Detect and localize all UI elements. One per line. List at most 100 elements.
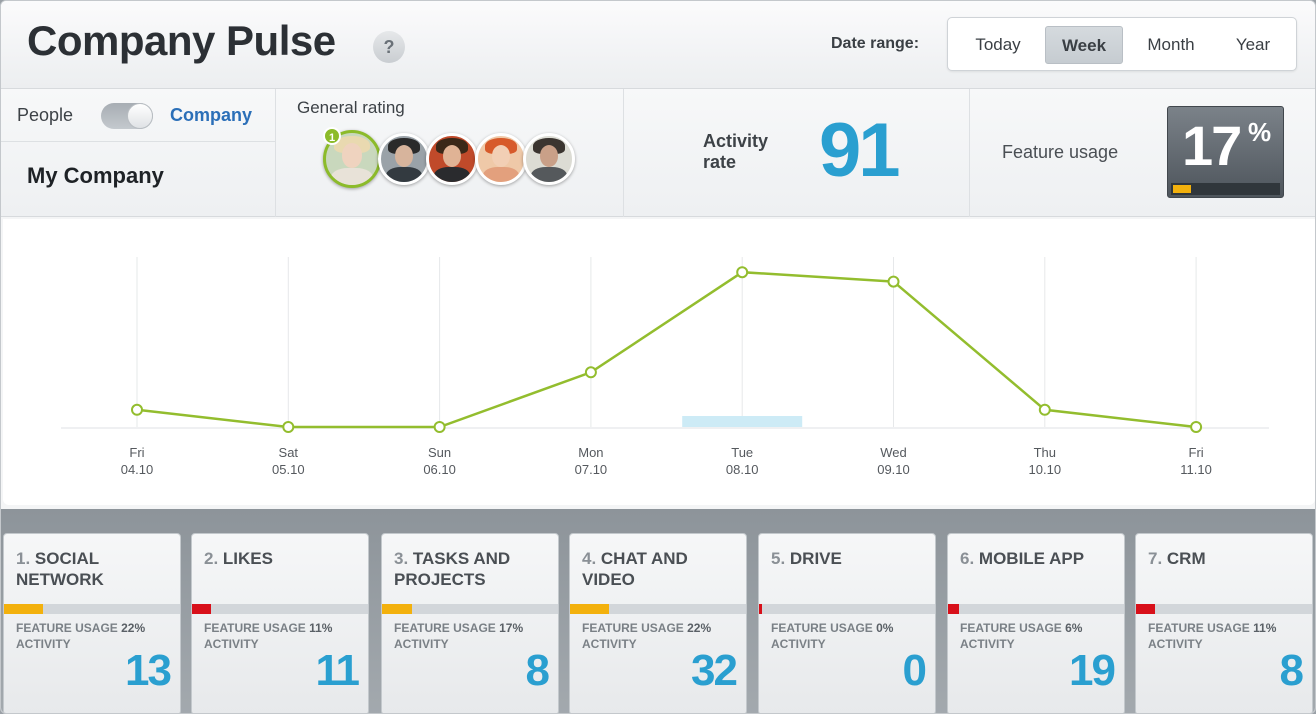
tile-title-text: Tasks and Projects <box>394 549 511 589</box>
tile-usage-track <box>1136 604 1312 614</box>
toggle-knob <box>127 103 153 129</box>
avatar[interactable] <box>378 133 430 185</box>
tile-usage-value: 17% <box>499 621 524 635</box>
tile-usage-value: 22% <box>121 621 146 635</box>
x-tick-date-label: 10.10 <box>1029 462 1062 477</box>
tile-usage-track <box>382 604 558 614</box>
rank-badge: 1 <box>323 127 341 145</box>
tile-title: 7. CRM <box>1148 548 1308 569</box>
x-tick-day-label: Sun <box>428 445 451 460</box>
range-month-button[interactable]: Month <box>1147 35 1195 54</box>
data-point <box>736 266 749 279</box>
tile-feature-usage: Feature usage 6% <box>960 621 1083 635</box>
data-point <box>1038 403 1051 416</box>
tile-title: 4. Chat and Video <box>582 548 742 590</box>
tile-usage-track <box>570 604 746 614</box>
tile-usage-fill <box>382 604 412 614</box>
avatar[interactable] <box>475 133 527 185</box>
tile-usage-value: 6% <box>1065 621 1083 635</box>
feature-usage-value: 17 <box>1182 114 1242 177</box>
tile-feature-usage: Feature usage 17% <box>394 621 524 635</box>
feature-usage-label: Feature usage <box>1002 142 1119 162</box>
tile-rank: 6. <box>960 549 979 568</box>
activity-series-line <box>136 270 1197 429</box>
stats-row: People Company My Company General rating <box>1 89 1315 217</box>
tile-title: 2. Likes <box>204 548 364 569</box>
tile-meta: Feature usage 22% Activity <box>16 620 145 652</box>
feature-tile[interactable]: 6. Mobile App Feature usage 6% Activity 19 <box>947 533 1125 713</box>
avatar[interactable] <box>323 130 381 188</box>
tile-usage-fill <box>948 604 959 614</box>
tile-rank: 1. <box>16 549 35 568</box>
data-point <box>131 403 143 416</box>
activity-rate-value: 91 <box>819 108 901 193</box>
tile-meta: Feature usage 0% Activity <box>771 620 893 652</box>
avatar[interactable] <box>426 133 478 185</box>
tile-title: 1. Social Network <box>16 548 176 590</box>
tile-usage-track <box>759 604 935 614</box>
tile-rank: 5. <box>771 549 790 568</box>
tile-meta: Feature usage 22% Activity <box>582 620 711 652</box>
tile-activity-value: 11 <box>315 646 359 695</box>
tile-title: 5. Drive <box>771 548 931 569</box>
x-tick-date-label: 04.10 <box>121 462 154 477</box>
tile-activity-label: Activity <box>204 637 259 651</box>
data-point <box>887 275 900 288</box>
page-title: Company Pulse <box>27 17 336 64</box>
range-today-button[interactable]: Today <box>975 35 1021 54</box>
feature-tile[interactable]: 5. Drive Feature usage 0% Activity 0 <box>758 533 936 713</box>
selected-day-highlight <box>682 416 803 427</box>
divider <box>1 141 275 142</box>
people-label[interactable]: People <box>17 105 74 125</box>
tile-activity-label: Activity <box>394 637 449 651</box>
x-tick-date-label: 09.10 <box>877 462 910 477</box>
data-point <box>584 366 597 379</box>
general-rating-label: General rating <box>297 98 405 117</box>
tile-rank: 4. <box>582 549 601 568</box>
feature-tile[interactable]: 7. CRM Feature usage 11% Activity 8 <box>1135 533 1313 713</box>
company-label[interactable]: Company <box>170 105 253 125</box>
avatar[interactable] <box>523 133 575 185</box>
tile-activity-value: 8 <box>1279 646 1305 695</box>
tile-usage-fill <box>4 604 43 614</box>
tile-feature-usage: Feature usage 11% <box>204 621 333 635</box>
x-tick-day-label: Sat <box>279 445 299 460</box>
feature-tile[interactable]: 1. Social Network Feature usage 22% Activi… <box>3 533 181 713</box>
data-point <box>433 421 446 433</box>
feature-usage-gauge: 17 % <box>1167 106 1284 198</box>
tile-usage-value: 0% <box>876 621 894 635</box>
data-point <box>1190 421 1203 433</box>
help-icon[interactable]: ? <box>373 31 405 63</box>
tile-title-text: CRM <box>1166 549 1206 568</box>
x-tick-date-label: 06.10 <box>423 462 456 477</box>
date-range-label: Date range: <box>831 35 920 52</box>
tile-usage-track <box>192 604 368 614</box>
tile-feature-usage: Feature usage 0% <box>771 621 894 635</box>
people-company-toggle[interactable] <box>101 103 153 129</box>
x-tick-day-label: Fri <box>129 445 144 460</box>
x-tick-date-label: 05.10 <box>272 462 305 477</box>
tile-activity-label: Activity <box>771 637 826 651</box>
tile-usage-track <box>4 604 180 614</box>
tile-meta: Feature usage 6% Activity <box>960 620 1082 652</box>
tile-title-text: Chat and Video <box>582 549 688 589</box>
tile-usage-fill <box>192 604 211 614</box>
activity-chart: Fri 04.10 Sat 05.10 Sun 06.10 Mon 07.10 Tue 08.10… <box>3 219 1315 505</box>
tile-title-text: Likes <box>222 549 273 568</box>
feature-tile[interactable]: 4. Chat and Video Feature usage 22% Activi… <box>569 533 747 713</box>
x-tick-date-label: 08.10 <box>726 462 759 477</box>
tile-usage-fill <box>1136 604 1155 614</box>
feature-tile[interactable]: 3. Tasks and Projects Feature usage 17% Ac… <box>381 533 559 713</box>
range-year-button[interactable]: Year <box>1235 35 1271 54</box>
tile-usage-value: 11% <box>1253 621 1277 635</box>
range-week-button[interactable]: Week <box>1045 26 1123 64</box>
divider <box>969 89 970 217</box>
header: Company Pulse ? Date range: Today Week M… <box>1 1 1315 89</box>
activity-line-chart: Fri 04.10 Sat 05.10 Sun 06.10 Mon 07.10 Tue 08.10… <box>61 257 1269 477</box>
tile-rank: 2. <box>204 549 223 568</box>
tile-activity-value: 0 <box>902 646 928 695</box>
feature-tile[interactable]: 2. Likes Feature usage 11% Activity 11 <box>191 533 369 713</box>
tile-usage-value: 22% <box>687 621 712 635</box>
feature-usage-unit: % <box>1248 117 1272 147</box>
x-tick-date-label: 11.10 <box>1180 462 1212 477</box>
